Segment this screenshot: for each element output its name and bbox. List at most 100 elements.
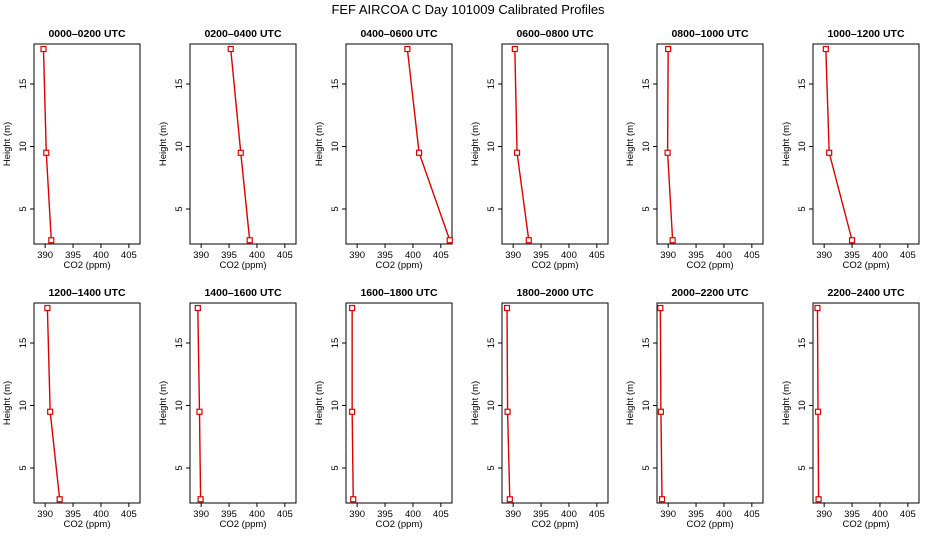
x-axis-label: CO2 (ppm) [687,519,734,530]
profile-line [197,307,202,500]
y-tick-label: 5 [797,206,808,211]
x-tick-label: 390 [816,509,832,520]
profile-line [825,48,853,241]
panel: 0200–0400 UTC 390 395 400 405 5 10 15 CO2 (ppm) H… [158,28,297,271]
panel: 1800–2000 UTC 390 395 400 405 5 10 15 CO2 (ppm) H… [470,287,609,530]
y-tick-label: 5 [18,206,29,211]
y-axis-label: Height (m) [625,122,636,166]
y-tick-label: 10 [174,141,185,152]
panel: 0000–0200 UTC 390 395 400 405 5 10 15 CO2 (ppm) H… [2,28,141,271]
y-tick-label: 5 [797,465,808,470]
panel-title: 2000–2200 UTC [671,287,748,299]
data-point [349,408,356,415]
data-point [657,408,665,415]
panel: 1000–1200 UTC 390 395 400 405 5 10 15 CO2 (ppm) H… [781,28,920,271]
x-axis-label: CO2 (ppm) [220,260,267,271]
x-tick-label: 390 [37,509,53,520]
y-tick-label: 5 [486,206,497,211]
y-tick-label: 10 [486,400,497,411]
x-tick-label: 405 [121,509,137,520]
data-point [43,149,50,156]
x-axis-label: CO2 (ppm) [843,260,890,271]
y-tick-label: 15 [174,338,185,349]
plot-frame [812,43,920,245]
data-point [349,304,356,312]
x-tick-label: 390 [349,250,365,261]
x-tick-label: 390 [660,509,676,520]
x-axis-label: CO2 (ppm) [532,519,579,530]
plot-frame [33,43,141,245]
y-tick-label: 15 [486,79,497,90]
plot-frame [501,302,609,504]
x-tick-label: 400 [716,509,732,520]
data-point [48,237,55,244]
data-point [848,237,856,244]
panel: 0600–0800 UTC 390 395 400 405 5 10 15 CO2 (ppm) H… [470,28,609,271]
panel: 1400–1600 UTC 390 395 400 405 5 10 15 CO2 (ppm) H… [158,287,297,530]
x-tick-label: 395 [377,250,393,261]
y-tick-label: 10 [797,141,808,152]
y-tick-label: 15 [797,338,808,349]
panel-title: 1200–1400 UTC [48,287,125,299]
data-point [56,496,63,503]
plot-frame [656,302,764,504]
panel: 2200–2400 UTC 390 395 400 405 5 10 15 CO2 (ppm) H… [781,287,920,530]
x-tick-label: 400 [405,509,421,520]
x-tick-label: 390 [37,250,53,261]
plot-frame [33,302,141,504]
panel: 1200–1400 UTC 390 395 400 405 5 10 15 CO2 (ppm) H… [2,287,141,530]
profile-line [42,48,52,241]
y-axis-label: Height (m) [781,122,792,166]
x-tick-label: 395 [688,509,704,520]
profile-line [514,48,530,241]
y-tick-label: 10 [18,141,29,152]
data-point [504,408,511,415]
data-point [350,496,357,503]
data-point [822,45,829,53]
x-tick-label: 400 [93,509,109,520]
panel-title: 1800–2000 UTC [516,287,593,299]
y-axis-label: Height (m) [470,381,481,425]
data-point [404,45,411,53]
y-axis-label: Height (m) [470,122,481,166]
y-tick-label: 5 [330,465,341,470]
x-tick-label: 400 [405,250,421,261]
plot-frame [656,43,764,245]
profile-line [506,307,511,500]
x-tick-label: 405 [589,509,605,520]
plot-frame [345,43,453,245]
data-point [246,237,253,244]
x-axis-label: CO2 (ppm) [376,519,423,530]
panel-title: 0000–0200 UTC [48,28,125,40]
data-point [658,496,666,503]
data-point [227,45,234,53]
x-tick-label: 395 [377,509,393,520]
y-axis-label: Height (m) [625,381,636,425]
x-axis-label: CO2 (ppm) [843,519,890,530]
data-point [814,304,821,312]
y-axis-label: Height (m) [158,122,169,166]
data-point [814,408,822,415]
data-point [446,237,453,244]
x-tick-label: 400 [93,250,109,261]
profile-line [816,307,820,500]
x-tick-label: 405 [433,509,449,520]
y-axis-label: Height (m) [314,122,325,166]
x-tick-label: 395 [65,250,81,261]
y-axis-label: Height (m) [158,381,169,425]
x-tick-label: 400 [872,250,888,261]
y-tick-label: 10 [486,141,497,152]
panel-title: 1600–1800 UTC [360,287,437,299]
y-tick-label: 5 [174,206,185,211]
x-axis-label: CO2 (ppm) [64,519,111,530]
x-tick-label: 395 [533,250,549,261]
data-point [665,45,672,53]
y-tick-label: 5 [641,206,652,211]
x-tick-label: 405 [744,509,760,520]
x-tick-label: 405 [900,250,916,261]
x-tick-label: 405 [589,250,605,261]
y-tick-label: 10 [641,400,652,411]
panel-title: 0400–0600 UTC [360,28,437,40]
data-point [815,496,822,503]
profile-line [351,308,354,500]
